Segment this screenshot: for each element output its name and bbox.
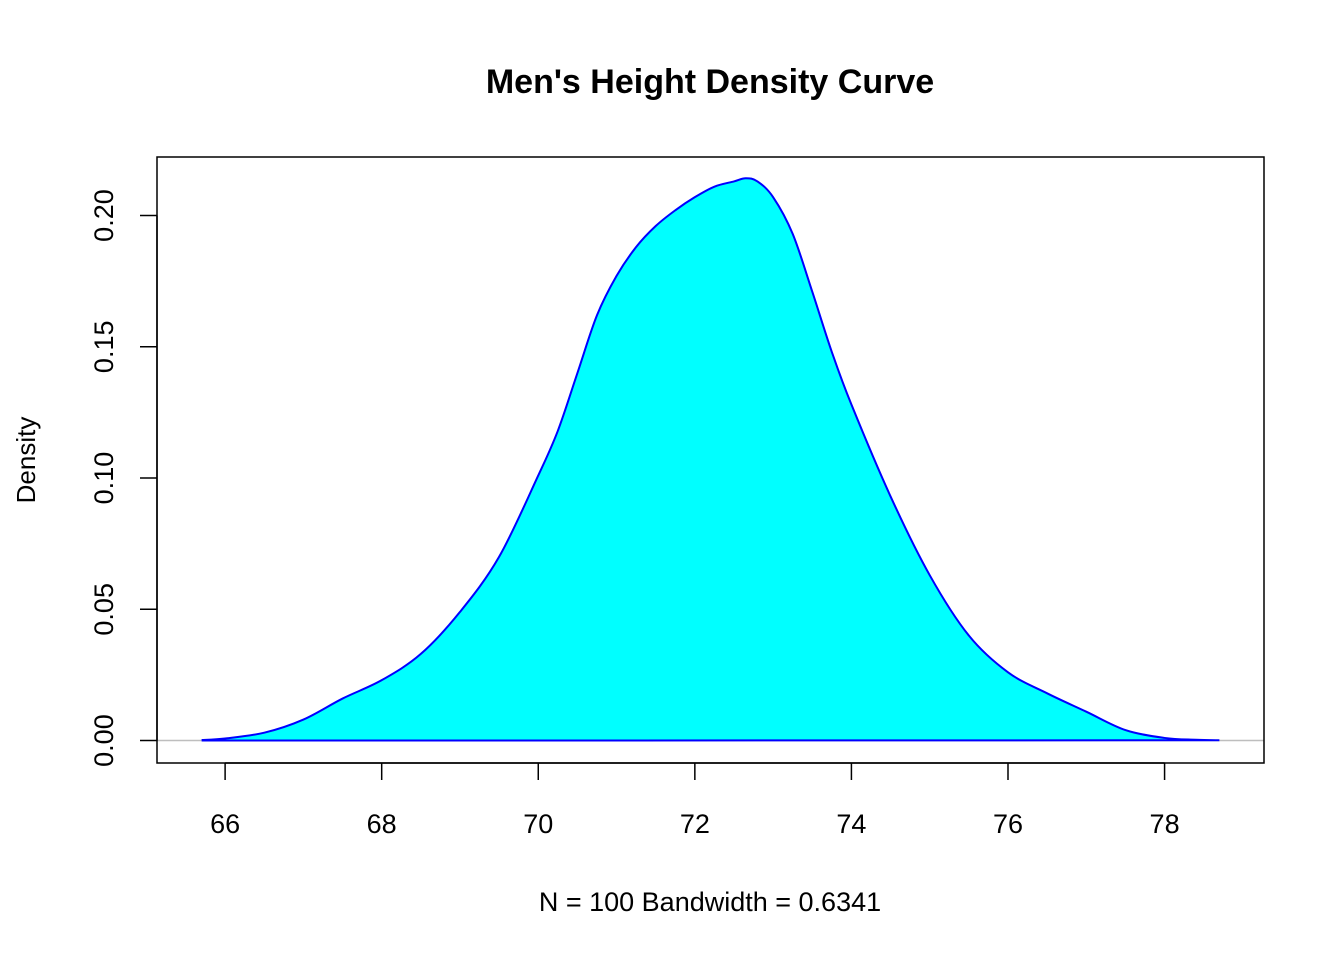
x-tick-label-68: 68 bbox=[367, 809, 397, 839]
x-tick-label-74: 74 bbox=[836, 809, 866, 839]
x-tick-label-76: 76 bbox=[993, 809, 1023, 839]
density-curve-line bbox=[201, 177, 1220, 742]
x-axis: 66 68 70 72 74 76 78 bbox=[210, 762, 1180, 839]
y-tick-label-0.20: 0.20 bbox=[89, 189, 119, 242]
density-fill-area bbox=[201, 178, 1220, 741]
x-tick-label-78: 78 bbox=[1150, 809, 1180, 839]
y-tick-label-0.15: 0.15 bbox=[89, 321, 119, 374]
y-axis: 0.00 0.05 0.10 0.15 0.20 bbox=[89, 189, 158, 767]
x-tick-label-70: 70 bbox=[523, 809, 553, 839]
y-tick-label-0.10: 0.10 bbox=[89, 452, 119, 505]
y-axis-label: Density bbox=[11, 417, 41, 504]
y-tick-label-0.00: 0.00 bbox=[89, 714, 119, 767]
x-tick-label-66: 66 bbox=[210, 809, 240, 839]
y-tick-label-0.05: 0.05 bbox=[89, 583, 119, 636]
x-tick-label-72: 72 bbox=[680, 809, 710, 839]
chart-title: Men's Height Density Curve bbox=[486, 63, 934, 101]
x-axis-label: N = 100 Bandwidth = 0.6341 bbox=[539, 887, 881, 917]
